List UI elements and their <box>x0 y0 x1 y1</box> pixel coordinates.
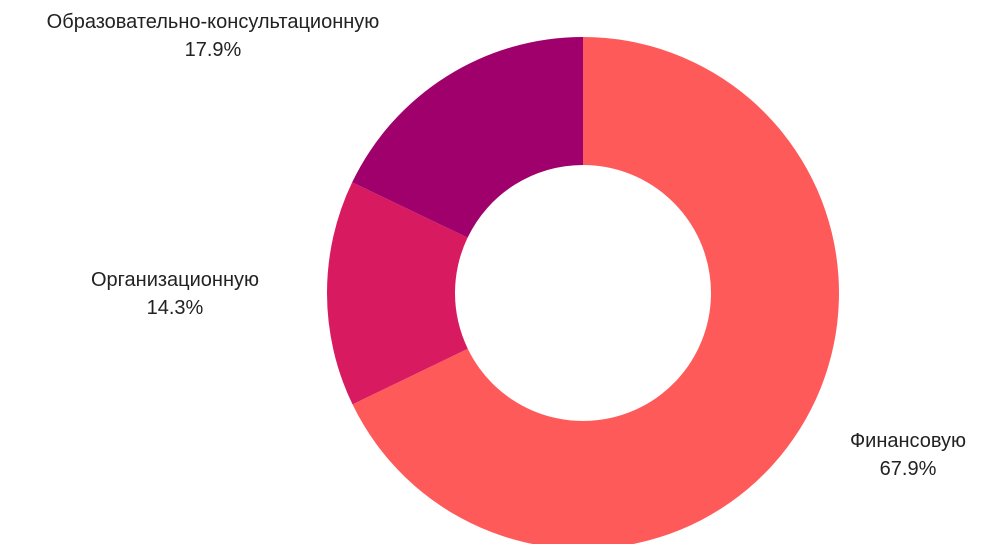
slice-label-name: Финансовую <box>849 430 967 452</box>
slice-label-value: 67.9% <box>879 458 937 480</box>
slice-label-finance: Финансовую 67.9% <box>850 427 966 483</box>
slice-organizational <box>326 182 468 405</box>
slice-label-value: 17.9% <box>184 39 242 61</box>
slice-label-educational-consulting: Образовательно-консультационную 17.9% <box>47 8 380 64</box>
slice-label-name: Организационную <box>90 269 260 291</box>
slice-educational-consulting <box>352 37 583 238</box>
slice-label-value: 14.3% <box>146 297 204 319</box>
slice-label-name: Образовательно-консультационную <box>46 11 380 33</box>
slice-label-organizational: Организационную 14.3% <box>91 266 259 322</box>
slice-finance <box>352 37 839 549</box>
